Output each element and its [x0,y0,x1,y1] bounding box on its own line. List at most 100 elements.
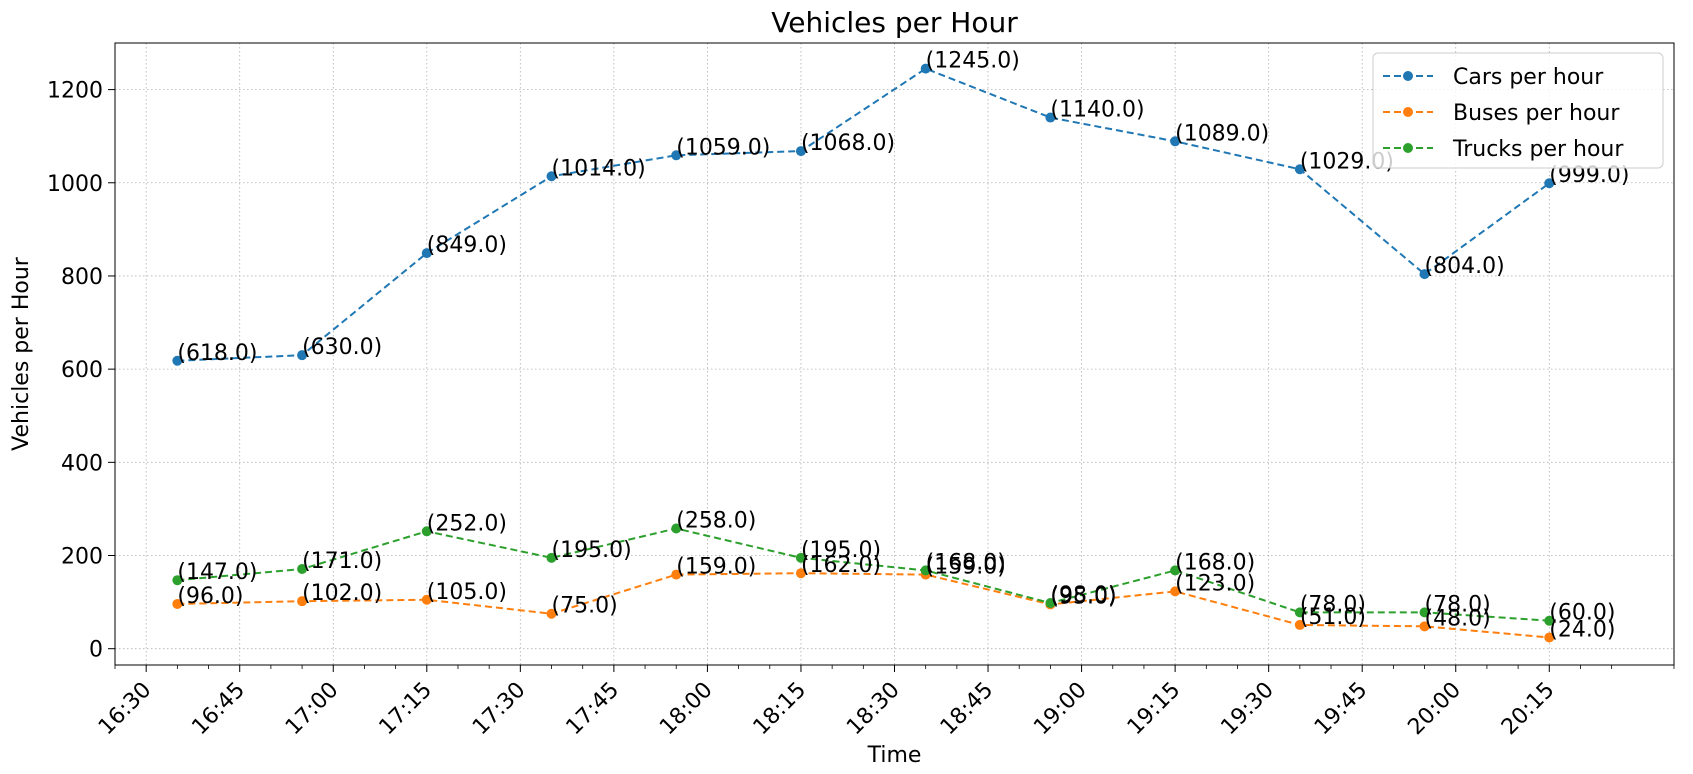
data-label: (159.0) [676,555,756,580]
data-label: (1140.0) [1050,98,1144,123]
data-point [546,171,557,182]
y-tick-label: 200 [61,545,103,570]
series-lines [172,63,1555,643]
data-label: (849.0) [427,233,507,258]
legend-entry-label: Cars per hour [1453,65,1604,90]
data-label: (1014.0) [552,156,646,181]
data-labels: (618.0) (630.0) (849.0) (1014.0) (1059.0) (10… [177,49,1629,643]
data-point [1419,269,1430,280]
data-point [1294,164,1305,175]
data-label: (195.0) [552,538,632,563]
data-point [297,596,308,607]
data-label: (78.0) [1300,592,1366,617]
y-tick-label: 1000 [47,172,103,197]
x-tick-label: 19:30 [1216,678,1279,741]
data-label: (1089.0) [1175,121,1269,146]
y-tick-label: 400 [61,451,103,476]
x-tick-label: 16:45 [187,678,250,741]
data-label: (804.0) [1425,254,1505,279]
x-tick-label: 18:30 [842,678,905,741]
data-label: (159.0) [926,555,1006,580]
data-point [421,526,432,537]
legend-swatch-marker [1403,107,1413,117]
data-point [1294,619,1305,630]
y-tick-label: 800 [61,265,103,290]
legend-box [1372,52,1664,169]
data-point [1294,607,1305,618]
legend: Cars per hour Buses per hour Trucks per ho… [1372,52,1664,169]
data-label: (1059.0) [676,135,770,160]
y-tick-label: 1200 [47,79,103,104]
data-label: (618.0) [177,341,257,366]
legend-entry-label: Trucks per hour [1452,137,1624,162]
data-label: (168.0) [1175,550,1255,575]
x-tick-label: 20:15 [1497,678,1560,741]
data-label: (105.0) [427,580,507,605]
data-label: (147.0) [177,560,257,585]
data-label: (123.0) [1175,571,1255,596]
data-label: (168.0) [926,550,1006,575]
data-point [546,552,557,563]
chart-title: Vehicles per Hour [771,6,1018,39]
x-tick-label: 19:45 [1310,678,1373,741]
series-line-1 [177,572,1550,639]
data-point [172,355,183,366]
y-tick-label: 0 [89,638,103,663]
data-point [920,565,931,576]
data-point [297,350,308,361]
data-point [172,598,183,609]
data-point [421,248,432,259]
series-line-0 [177,67,1550,362]
x-tick-label: 18:45 [936,678,999,741]
x-tick-label: 17:00 [281,678,344,741]
data-point [671,569,682,580]
data-label: (258.0) [676,508,756,533]
data-point [1045,598,1056,609]
data-label: (75.0) [552,594,618,619]
data-point [1170,136,1181,147]
data-point [1419,621,1430,632]
data-label: (162.0) [801,553,881,578]
data-point [795,146,806,157]
data-label: (1068.0) [801,131,895,156]
data-point [671,523,682,534]
data-point [1419,607,1430,618]
y-axis: 0 200 400 600 800 1000 1200 [47,79,115,663]
data-point [795,568,806,579]
data-point [172,575,183,586]
data-point [920,63,931,74]
data-label: (78.0) [1425,592,1491,617]
x-axis: 16:30 16:45 17:00 17:15 17:30 17:45 18:00 18:15… [94,665,1675,741]
data-point [1544,178,1555,189]
data-point [421,594,432,605]
x-tick-label: 17:30 [468,678,531,741]
data-point [1170,586,1181,597]
data-label: (171.0) [302,549,382,574]
data-point [297,564,308,575]
legend-swatch-marker [1403,143,1413,153]
legend-swatch-marker [1403,71,1413,81]
data-point [1045,112,1056,123]
data-label: (96.0) [177,584,243,609]
data-label: (98.0) [1050,583,1116,608]
data-label: (102.0) [302,581,382,606]
x-tick-label: 17:45 [562,678,625,741]
y-tick-label: 600 [61,358,103,383]
x-tick-label: 18:00 [655,678,718,741]
data-point [795,552,806,563]
data-point [546,608,557,619]
data-point [671,150,682,161]
data-point [1544,632,1555,643]
data-label: (51.0) [1300,605,1366,630]
data-label: (1245.0) [926,49,1020,74]
x-axis-label: Time [867,743,922,768]
data-label: (60.0) [1549,601,1615,626]
data-label: (630.0) [302,335,382,360]
legend-entry-label: Buses per hour [1453,101,1620,126]
y-axis-label: Vehicles per Hour [9,256,34,451]
data-label: (24.0) [1549,618,1615,643]
data-label: (48.0) [1425,606,1491,631]
x-tick-label: 19:15 [1123,678,1186,741]
data-label: (252.0) [427,511,507,536]
